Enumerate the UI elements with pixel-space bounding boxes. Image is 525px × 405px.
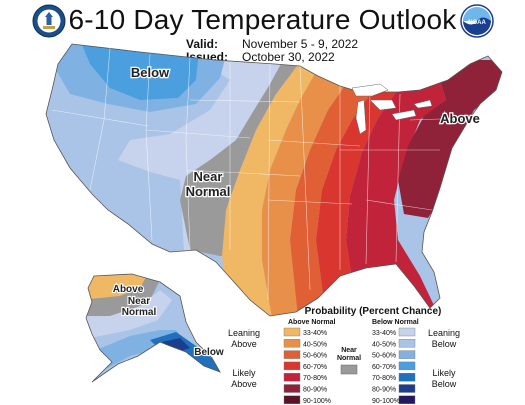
label-ak-below: Below bbox=[194, 347, 224, 358]
legend-above-range-4: 70-80% bbox=[303, 375, 327, 382]
legend-above-swatch-4 bbox=[283, 373, 301, 382]
legend-likely-above-2: Above bbox=[231, 379, 257, 389]
legend-above-swatch-5 bbox=[283, 384, 301, 393]
legend-above-swatch-1 bbox=[283, 339, 301, 348]
label-ak-near-line2: Normal bbox=[122, 307, 157, 318]
legend-below-swatch-4 bbox=[398, 373, 416, 382]
great-lakes bbox=[351, 83, 433, 135]
legend-above-swatch-3 bbox=[283, 361, 301, 371]
valid-label: Valid: bbox=[186, 37, 219, 51]
legend-above-range-6: 90-100% bbox=[303, 398, 331, 405]
label-near-normal-line2: Normal bbox=[186, 184, 231, 199]
doc-seal-icon bbox=[32, 4, 66, 38]
label-below-conus: Below bbox=[131, 65, 170, 80]
legend-below-range-5: 80-90% bbox=[372, 387, 396, 394]
legend-above-items: 33-40% 40-50% 50-60% 60-70% 70-80% 80-90% 90-1… bbox=[283, 327, 331, 405]
alaska-outline bbox=[85, 273, 221, 383]
noaa-logo-text: NOAA bbox=[468, 20, 486, 26]
legend-near-header-2: Normal bbox=[337, 355, 361, 362]
legend-leaning-above-1: Leaning bbox=[228, 328, 260, 338]
legend-title: Probability (Percent Chance) bbox=[304, 306, 442, 317]
legend-likely-below-1: Likely bbox=[432, 368, 456, 378]
legend-below-range-2: 50-60% bbox=[372, 353, 396, 360]
legend-above-range-3: 60-70% bbox=[303, 364, 327, 371]
legend-above-range-2: 50-60% bbox=[303, 353, 327, 360]
legend-leaning-above-2: Above bbox=[231, 339, 257, 349]
legend-likely-above-1: Likely bbox=[232, 368, 256, 378]
legend-below-range-0: 33-40% bbox=[372, 330, 396, 337]
legend-below-swatch-1 bbox=[398, 339, 416, 348]
legend-near-swatch bbox=[340, 364, 358, 375]
label-near-normal-line1: Near bbox=[194, 169, 223, 184]
label-ak-near-line1: Near bbox=[128, 296, 150, 307]
legend-below-swatch-6 bbox=[398, 395, 416, 404]
legend-above-swatch-2 bbox=[283, 350, 301, 359]
legend-below-swatch-2 bbox=[398, 350, 416, 359]
legend-below-swatch-5 bbox=[398, 384, 416, 393]
legend-above-range-1: 40-50% bbox=[303, 341, 327, 348]
legend-below-range-6: 90-100% bbox=[372, 398, 400, 405]
page-title: 6-10 Day Temperature Outlook bbox=[68, 4, 457, 35]
legend-above-range-0: 33-40% bbox=[303, 330, 327, 337]
legend-above-header: Above Normal bbox=[288, 319, 336, 326]
noaa-logo-icon: NOAA bbox=[460, 4, 494, 38]
legend-leaning-below-2: Below bbox=[432, 339, 457, 349]
legend-below-header: Below Normal bbox=[372, 319, 419, 326]
legend-below-range-3: 60-70% bbox=[372, 364, 396, 371]
legend-above-range-5: 80-90% bbox=[303, 387, 327, 394]
label-above-conus: Above bbox=[440, 111, 480, 126]
legend-near-header-1: Near bbox=[341, 347, 357, 354]
legend-below-range-1: 40-50% bbox=[372, 341, 396, 348]
legend-below-swatch-0 bbox=[398, 327, 416, 337]
legend-below-items: 33-40% 40-50% 50-60% 60-70% 70-80% 80-90% 90-1… bbox=[372, 327, 416, 405]
legend-above-swatch-0 bbox=[283, 327, 301, 337]
valid-dates: November 5 - 9, 2022 bbox=[242, 37, 359, 51]
state-boundaries bbox=[51, 47, 471, 301]
legend-likely-below-2: Below bbox=[432, 379, 457, 389]
label-ak-above: Above bbox=[113, 284, 144, 295]
legend-below-swatch-3 bbox=[398, 361, 416, 371]
valid-line: Valid: November 5 - 9, 2022 bbox=[186, 37, 358, 51]
legend-below-range-4: 70-80% bbox=[372, 375, 396, 382]
legend-above-swatch-6 bbox=[283, 395, 301, 404]
issued-date: October 30, 2022 bbox=[242, 50, 335, 64]
legend-leaning-below-1: Leaning bbox=[428, 328, 460, 338]
